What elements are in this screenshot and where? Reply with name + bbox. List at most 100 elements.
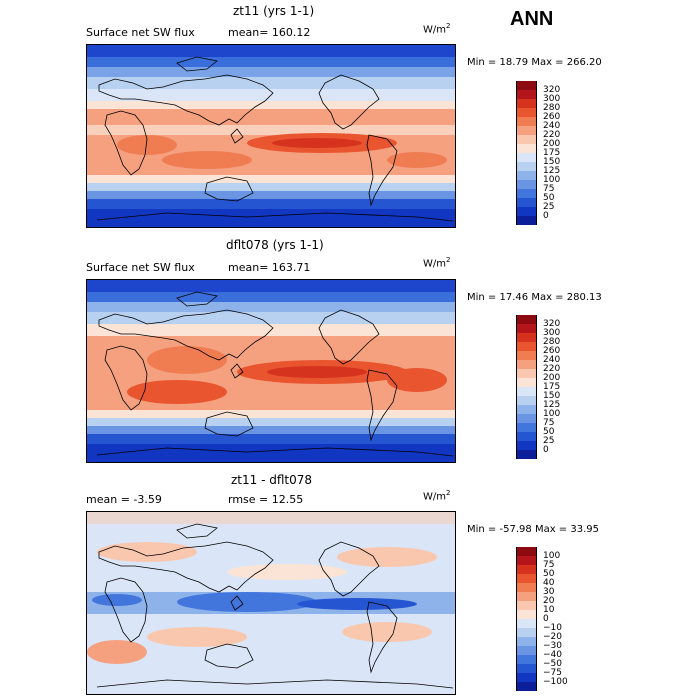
panel3-max-value: 33.95 (570, 524, 599, 535)
panel3-units-text: W/m (423, 491, 446, 503)
colorbar-tick-label: 150 (543, 391, 561, 401)
colorbar-tick-label: 320 (543, 319, 561, 329)
colorbar-tick-label: 280 (543, 103, 561, 113)
panel1-mean: mean= 160.12 (228, 26, 310, 39)
panel2-mean: mean= 163.71 (228, 261, 310, 274)
panel3-mean: mean = -3.59 (86, 493, 162, 506)
panel1-min-value: 18.79 (499, 57, 529, 68)
colorbar-swatch (516, 405, 537, 414)
panel3-rmse-label: rmse = (228, 493, 269, 506)
panel2-minmax: Min = 17.46 Max = 280.13 (467, 292, 602, 303)
colorbar-swatch (516, 108, 537, 117)
colorbar-tick-label: 125 (543, 166, 561, 176)
colorbar-tick-label: −20 (543, 632, 562, 642)
colorbar-tick-label: 100 (543, 409, 561, 419)
colorbar-tick-label: 240 (543, 121, 561, 131)
panel1-mean-value: 160.12 (271, 26, 311, 39)
colorbar-swatch (516, 360, 537, 369)
colorbar-swatch (516, 646, 537, 655)
colorbar-swatch (516, 655, 537, 664)
colorbar-swatch (516, 324, 537, 333)
colorbar-swatch (516, 547, 537, 556)
panel2-units-exp: 2 (446, 256, 451, 264)
colorbar-swatch (516, 153, 537, 162)
colorbar-tick-label: 30 (543, 587, 555, 597)
colorbar-tick-label: 175 (543, 382, 561, 392)
colorbar-tick-label: 280 (543, 337, 561, 347)
colorbar-swatch (516, 387, 537, 396)
colorbar-swatch (516, 565, 537, 574)
panel3-units: W/m2 (423, 489, 450, 502)
panel3-minmax: Min = -57.98 Max = 33.95 (467, 524, 599, 535)
colorbar-swatch (516, 333, 537, 342)
colorbar-swatch (516, 664, 537, 673)
colorbar-swatch (516, 369, 537, 378)
panel3-title: zt11 - dflt078 (231, 473, 313, 487)
colorbar-swatch (516, 619, 537, 628)
panel2-mean-value: 163.71 (271, 261, 311, 274)
colorbar-tick-label: 200 (543, 139, 561, 149)
colorbar-swatch (516, 126, 537, 135)
colorbar-tick-label: −50 (543, 659, 562, 669)
colorbar-tick-label: 10 (543, 605, 555, 615)
colorbar-swatch (516, 180, 537, 189)
panel3-rmse: rmse = 12.55 (228, 493, 303, 506)
colorbar-swatch (516, 378, 537, 387)
colorbar-tick-label: 240 (543, 355, 561, 365)
colorbar-swatch (516, 396, 537, 405)
colorbar-tick-label: 300 (543, 94, 561, 104)
colorbar-swatch (516, 315, 537, 324)
panel2-units-text: W/m (423, 258, 446, 270)
colorbar-swatch (516, 450, 537, 459)
panel1-units-text: W/m (423, 24, 446, 36)
colorbar-tick-label: 25 (543, 436, 555, 446)
panel1-units-exp: 2 (446, 22, 451, 30)
panel2-min-value: 17.46 (499, 292, 529, 303)
colorbar-tick-label: 75 (543, 184, 555, 194)
colorbar-tick-label: 50 (543, 427, 555, 437)
panel1-min-label: Min = (467, 57, 497, 68)
panel2-variable-label: Surface net SW flux (86, 261, 195, 274)
colorbar-swatch (516, 117, 537, 126)
colorbar-swatch (516, 423, 537, 432)
colorbar-swatch (516, 592, 537, 601)
colorbar-swatch (516, 610, 537, 619)
colorbar-tick-label: 100 (543, 175, 561, 185)
colorbar-tick-label: −30 (543, 641, 562, 651)
colorbar-tick-label: 0 (543, 614, 549, 624)
colorbar-swatch (516, 556, 537, 565)
colorbar-swatch (516, 601, 537, 610)
colorbar-tick-label: 75 (543, 560, 555, 570)
colorbar-tick-label: 300 (543, 328, 561, 338)
colorbar-swatch (516, 171, 537, 180)
colorbar-swatch (516, 583, 537, 592)
panel1-mean-label: mean= (228, 26, 269, 39)
colorbar-swatch (516, 198, 537, 207)
colorbar-swatch (516, 162, 537, 171)
colorbar-swatch (516, 342, 537, 351)
colorbar-tick-label: 25 (543, 202, 555, 212)
panel3-units-exp: 2 (446, 489, 451, 497)
colorbar-tick-label: 20 (543, 596, 555, 606)
colorbar-tick-label: −100 (543, 677, 568, 687)
panel3-mean-value: -3.59 (133, 493, 162, 506)
panel2-units: W/m2 (423, 256, 450, 269)
colorbar-tick-label: 100 (543, 551, 561, 561)
colorbar-tick-label: 50 (543, 569, 555, 579)
colorbar-tick-label: −75 (543, 668, 562, 678)
panel2-min-label: Min = (467, 292, 497, 303)
colorbar-tick-label: 220 (543, 130, 561, 140)
colorbar-swatch (516, 441, 537, 450)
panel1-map (86, 44, 456, 228)
colorbar-swatch (516, 351, 537, 360)
colorbar-swatch (516, 682, 537, 691)
colorbar-swatch (516, 99, 537, 108)
colorbar-tick-label: 50 (543, 193, 555, 203)
colorbar-tick-label: 0 (543, 211, 549, 221)
colorbar-swatch (516, 574, 537, 583)
colorbar-tick-label: 125 (543, 400, 561, 410)
panel1-max-label: Max = (531, 57, 564, 68)
colorbar-swatch (516, 628, 537, 637)
colorbar-tick-label: 320 (543, 85, 561, 95)
colorbar-swatch (516, 144, 537, 153)
